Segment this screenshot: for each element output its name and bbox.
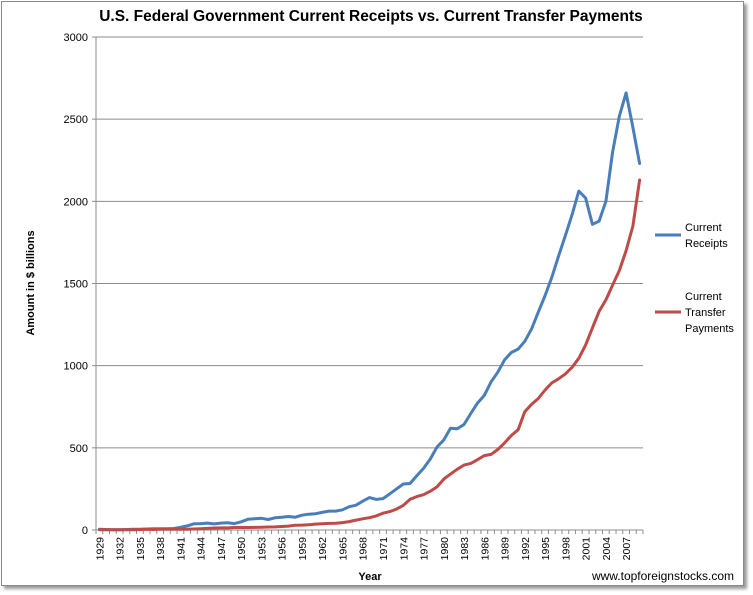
x-tick-label: 1929	[94, 537, 106, 561]
x-tick-label: 1947	[216, 537, 228, 561]
x-tick-label: 1965	[338, 537, 350, 561]
legend: Current Receipts Current Transfer Payments	[655, 222, 734, 335]
chart-title: U.S. Federal Government Current Receipts…	[99, 8, 643, 25]
gridlines	[96, 36, 643, 449]
y-tick-label: 500	[70, 443, 88, 455]
watermark-text: www.topforeignstocks.com	[591, 569, 734, 583]
x-tick-label: 1932	[115, 537, 127, 561]
legend-label: Current Receipts	[685, 222, 728, 250]
series-line-current-receipts	[97, 91, 642, 532]
x-tick-label: 1992	[520, 537, 532, 561]
x-tick-label: 1935	[135, 537, 147, 561]
x-tick-label: 1980	[439, 537, 451, 561]
x-tick-label: 1968	[358, 537, 370, 561]
x-tick-label: 1974	[398, 537, 410, 561]
x-axis-label: Year	[358, 571, 382, 583]
x-tick-label: 1986	[479, 537, 491, 561]
x-tick-label: 1983	[459, 537, 471, 561]
y-tick-label: 2000	[64, 196, 88, 208]
x-tick-label: 1971	[378, 537, 390, 561]
x-tick-label: 1953	[257, 537, 269, 561]
x-tick-label: 1977	[419, 537, 431, 561]
y-axis-ticks: 0 500 1000 1500 2000 2500 3000	[64, 32, 96, 537]
x-tick-label: 1950	[236, 537, 248, 561]
x-tick-label: 1944	[196, 537, 208, 561]
x-tick-label: 1956	[277, 537, 289, 561]
y-tick-label: 0	[82, 525, 88, 537]
x-tick-label: 1989	[500, 537, 512, 561]
x-axis-ticks: 1929 1932 1935 1938 1941 1944 1947 1950 1953 1956…	[94, 530, 644, 561]
series-line-current-transfer-payments	[97, 178, 642, 532]
y-axis-label: Amount in $ billions	[25, 230, 37, 335]
x-tick-label: 1962	[317, 537, 329, 561]
y-tick-label: 1000	[64, 361, 88, 373]
y-tick-label: 3000	[64, 32, 88, 44]
x-tick-label: 1998	[560, 537, 572, 561]
x-tick-label: 2004	[601, 537, 613, 561]
chart-frame	[1, 1, 744, 586]
x-tick-label: 1995	[540, 537, 552, 561]
x-tick-label: 2001	[581, 537, 593, 561]
x-tick-label: 1941	[175, 537, 187, 561]
series-lines	[97, 91, 642, 532]
legend-label: Current Transfer Payments	[685, 291, 734, 335]
x-tick-label: 2007	[621, 537, 633, 561]
x-tick-label: 1938	[155, 537, 167, 561]
x-tick-label: 1959	[297, 537, 309, 561]
y-tick-label: 2500	[64, 114, 88, 126]
y-tick-label: 1500	[64, 279, 88, 291]
